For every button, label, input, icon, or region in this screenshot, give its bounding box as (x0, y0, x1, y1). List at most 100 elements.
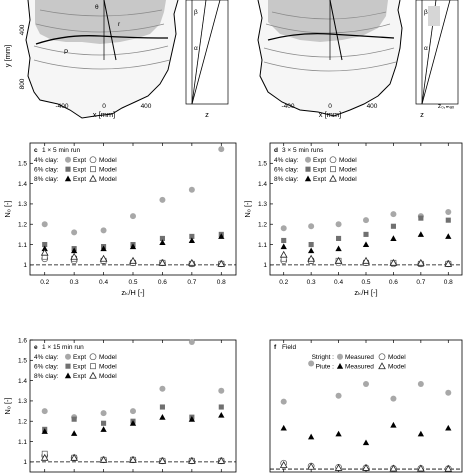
panel-a-xlabel: x [mm] (93, 110, 116, 119)
panel-d-ytick-label-5: 1.5 (258, 161, 267, 168)
panel-d-xtick-label-6: 0.8 (444, 279, 453, 286)
panel-e-ytick-label-0: 1 (23, 459, 27, 466)
panel-e-series-4-point-1 (70, 430, 78, 436)
panel-c-frame (29, 142, 237, 276)
panel-b-xtick-0: 0 (328, 103, 332, 110)
panel-e-series-5-point-0 (40, 453, 49, 461)
panel-e-legend-expt-2: Expt (73, 373, 86, 380)
panel-e-series-5-point-1 (70, 453, 78, 461)
panel-e-series-4-point-3 (129, 420, 137, 426)
panel-e-legend-expt-1: Expt (73, 364, 86, 371)
panel-d-ytick-label-0: 1 (263, 262, 267, 269)
panel-e-series-5-point-3 (129, 455, 137, 463)
panel-a-side-xlabel: z (205, 110, 209, 119)
panel-c-ylabel: N₀ [-] (3, 200, 12, 217)
panel-d-legend-marker-expt-2 (304, 175, 312, 182)
panel-e-ylabel: N₀ [-] (3, 397, 12, 414)
panel-f-series-0-point-0 (280, 398, 287, 405)
panel-c-series-4-point-2 (100, 245, 107, 252)
panel-e-legend-group-2: 8% clay: (34, 373, 59, 380)
panel-c-series-4-point-6 (218, 233, 225, 239)
panel-e-series-2-point-2 (101, 420, 107, 426)
panel-d-legend-marker-model-0 (329, 156, 337, 164)
panel-e-series-4-point-0 (41, 428, 48, 434)
panel-d-panel-label: d (274, 147, 278, 154)
panel-d-series-4-point-6 (445, 233, 452, 239)
panel-c-series-0-point-1 (71, 229, 78, 236)
panel-b-contour-3 (263, 47, 395, 58)
panel-d-legend-marker-expt-0 (305, 156, 311, 163)
panel-d-title: 3 × 5 min runs (282, 147, 324, 154)
panel-d-series-4-point-1 (307, 247, 315, 254)
panel-e-legend-marker-model-2 (89, 371, 97, 379)
panel-b-contour-2 (265, 23, 391, 34)
panel-c-series-5-point-2 (99, 254, 108, 262)
panel-c-series-4-point-4 (159, 239, 166, 246)
panel-a-p-label: P (64, 49, 68, 56)
panel-c-series-5-point-6 (217, 259, 226, 267)
panel-a-xtick-0: 0 (102, 103, 106, 110)
panel-c-series-0-point-5 (188, 186, 195, 193)
panel-f-legend-expt-0: Measured (345, 354, 374, 361)
panel-d-xtick-label-1: 0.3 (307, 279, 316, 286)
panel-f-series-0-point-2 (335, 392, 342, 399)
panel-c-legend-group-1: 6% clay: (34, 167, 59, 174)
panel-f-series-0-point-5 (417, 381, 424, 387)
panel-c-legend-expt-1: Expt (73, 167, 86, 174)
panel-f-series-0-point-1 (308, 360, 315, 367)
panel-f-series-2-point-1 (307, 433, 315, 440)
panel-d-legend-marker-expt-1 (305, 166, 311, 172)
panel-c-legend-expt-0: Expt (73, 157, 86, 164)
panel-f-series-2-point-5 (417, 430, 425, 437)
panel-f-legend-marker-expt-1 (336, 363, 344, 369)
panel-d-series-0-point-3 (363, 217, 369, 224)
panel-d-xtick-label-2: 0.4 (334, 279, 343, 286)
panel-c-series-2-point-0 (42, 241, 48, 248)
panel-e-series-2-point-6 (218, 404, 224, 410)
panel-d-series-2-point-5 (418, 215, 424, 221)
panel-a-contour-3 (33, 45, 169, 56)
panel-a-xtick-400: 400 (141, 103, 152, 110)
panel-f-legend-marker-expt-0 (337, 353, 343, 360)
panel-e-frame (29, 339, 237, 473)
panel-d-ylabel: N₀ [-] (243, 200, 252, 217)
panel-e-series-4-point-5 (188, 416, 196, 422)
panel-d-series-4-point-3 (362, 241, 370, 248)
panel-f-frame (269, 339, 463, 473)
panel-d-legend-marker-model-2 (329, 174, 337, 182)
panel-f-series-2-point-0 (280, 424, 287, 431)
panel-f-series-2-point-4 (390, 421, 397, 428)
panel-d-series-5-point-5 (417, 258, 425, 266)
panel-d-series-0-point-1 (308, 223, 315, 230)
panel-c-legend-marker-model-2 (89, 174, 97, 182)
panel-d-series-5-point-6 (444, 259, 453, 267)
panel-e-legend-model-1: Model (99, 364, 117, 371)
panel-a-contour-1 (39, 9, 163, 17)
panel-c-legend-model-0: Model (99, 157, 117, 164)
panel-c-series-2-point-5 (189, 233, 195, 239)
panel-e-title: 1 × 15 min run (42, 344, 84, 351)
panel-b-contour-4 (263, 61, 397, 72)
panel-c-legend-marker-expt-0 (65, 156, 71, 163)
panel-f-series-0-point-6 (445, 389, 452, 396)
panel-c-ytick-label-4: 1.4 (18, 181, 27, 188)
panel-f-series-2-point-2 (335, 430, 342, 437)
panel-a: θ r P y [mm] 400 800 -400 0 400 x [mm] β… (3, 0, 229, 119)
panel-e-series-5-point-2 (99, 455, 108, 463)
panel-d-legend-group-0: 4% clay: (274, 157, 299, 164)
panel-e-series-4-point-4 (159, 414, 166, 420)
panel-f-series-3-point-5 (417, 464, 425, 472)
panel-d-xtick-label-4: 0.6 (389, 279, 398, 286)
panel-c-series-0-point-2 (100, 227, 107, 234)
panel-d-legend-model-2: Model (339, 176, 357, 183)
panel-f-series-2-point-3 (362, 439, 370, 446)
panel-d-xlabel: zₖ/H [-] (354, 288, 377, 297)
panel-d-series-2-point-6 (445, 217, 451, 223)
panel-e-ytick-label-4: 1.4 (18, 378, 27, 385)
panel-e-series-2-point-1 (71, 416, 77, 422)
panel-f-series-0-point-3 (363, 381, 369, 387)
panel-e-legend-model-2: Model (99, 373, 117, 380)
panel-e-legend-marker-expt-0 (65, 353, 71, 360)
panel-c-series-0-point-0 (41, 221, 48, 228)
panel-c-ytick-label-5: 1.5 (18, 161, 27, 168)
